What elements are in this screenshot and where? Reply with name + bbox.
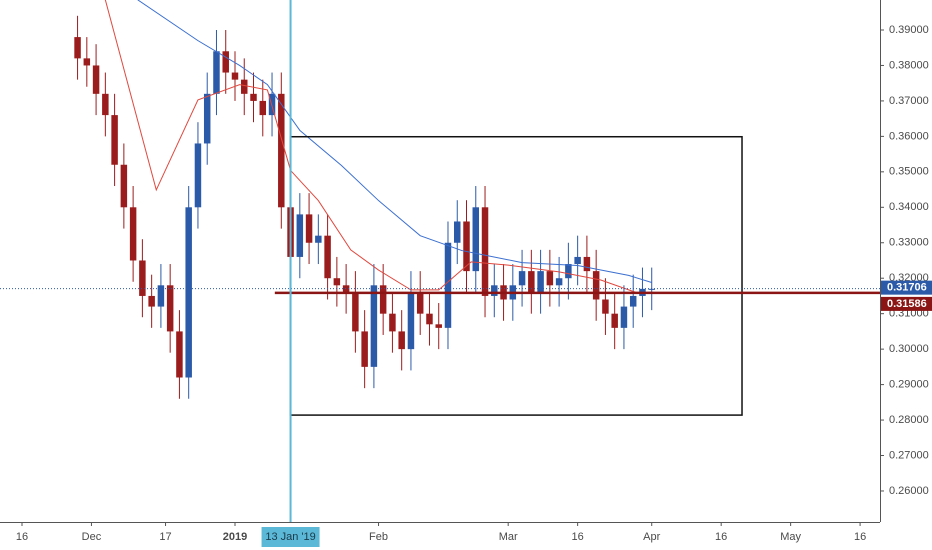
candle-body xyxy=(565,264,572,279)
candle-body xyxy=(491,285,498,296)
x-tick-label: Apr xyxy=(643,531,660,543)
price-label: 0.31586 xyxy=(887,298,927,310)
y-tick-label: 0.30000 xyxy=(889,343,929,355)
candle-body xyxy=(472,207,480,272)
candle-body xyxy=(592,271,600,300)
candle-body xyxy=(222,51,229,73)
candle-body xyxy=(166,285,174,332)
candle-body xyxy=(463,221,470,272)
x-tick-label: 16 xyxy=(715,531,727,543)
candle-body xyxy=(250,93,257,101)
x-tick-label: Mar xyxy=(499,531,518,543)
candle-body xyxy=(379,285,387,314)
candle-body xyxy=(583,256,591,272)
candle-body xyxy=(398,331,405,350)
y-tick-label: 0.33000 xyxy=(889,237,929,249)
candle-body xyxy=(481,207,489,296)
candle-body xyxy=(139,260,146,296)
x-tick-label: 16 xyxy=(854,531,866,543)
y-tick-label: 0.35000 xyxy=(889,166,929,178)
moving-average xyxy=(104,0,652,294)
candle-body xyxy=(176,331,183,378)
y-tick-label: 0.29000 xyxy=(889,379,929,391)
candle-body xyxy=(231,72,239,80)
candle-body xyxy=(203,93,211,144)
price-label-bg xyxy=(881,280,932,295)
y-tick-label: 0.28000 xyxy=(889,414,929,426)
candle-body xyxy=(324,235,331,279)
y-tick-label: 0.27000 xyxy=(889,449,929,461)
x-tick-label: Dec xyxy=(82,531,102,543)
candle-body xyxy=(454,221,461,243)
candle-body xyxy=(352,292,359,332)
x-tick-label: May xyxy=(780,531,801,543)
x-tick-label: 16 xyxy=(572,531,584,543)
x-tick-label: 2019 xyxy=(223,531,247,543)
candle-body xyxy=(444,242,452,328)
candle-body xyxy=(157,285,165,307)
candle-body xyxy=(102,93,109,116)
moving-average xyxy=(137,0,652,283)
x-tick-label: 16 xyxy=(16,531,28,543)
x-tick-label: 17 xyxy=(159,531,171,543)
candle-body xyxy=(629,295,637,307)
candle-body xyxy=(611,313,618,328)
candle-body xyxy=(333,278,341,286)
candle-body xyxy=(620,306,628,328)
candle-body xyxy=(194,143,202,208)
y-tick-label: 0.37000 xyxy=(889,95,929,107)
crosshair-label: 13 Jan '19 xyxy=(265,531,315,543)
y-tick-label: 0.39000 xyxy=(889,24,929,36)
candle-body xyxy=(361,331,368,367)
candle-body xyxy=(426,313,433,325)
candle-body xyxy=(546,271,554,286)
candle-body xyxy=(185,207,192,378)
candle-body xyxy=(574,256,581,265)
candle-body xyxy=(648,288,655,290)
candle-body xyxy=(407,292,415,350)
candle-body xyxy=(555,278,563,286)
x-tick-label: Feb xyxy=(369,531,388,543)
candle-body xyxy=(83,58,91,66)
candle-body xyxy=(537,271,544,293)
candle-body xyxy=(315,235,322,243)
plot xyxy=(0,0,880,416)
y-tick-label: 0.26000 xyxy=(889,485,929,497)
y-tick-label: 0.34000 xyxy=(889,201,929,213)
crosshair-label-bg xyxy=(261,527,320,547)
candle-body xyxy=(416,292,424,314)
candle-body xyxy=(241,79,248,94)
candle-body xyxy=(278,93,285,208)
y-tick-label: 0.36000 xyxy=(889,130,929,142)
candle-body xyxy=(342,285,350,293)
candle-body xyxy=(518,271,526,286)
candle-body xyxy=(296,214,304,257)
candle-body xyxy=(111,115,118,165)
y-tick-label: 0.38000 xyxy=(889,59,929,71)
price-label-bg xyxy=(881,296,932,311)
candle-body xyxy=(602,299,609,314)
candle-body xyxy=(305,214,313,243)
price-label: 0.31706 xyxy=(887,282,927,294)
candle-body xyxy=(120,164,128,208)
candle-body xyxy=(129,207,137,261)
candle-body xyxy=(259,100,267,116)
candle-body xyxy=(370,285,378,367)
candle-body xyxy=(92,65,100,94)
candle-body xyxy=(213,51,220,94)
candle-body xyxy=(389,313,396,332)
candle-body xyxy=(74,37,81,59)
candle-body xyxy=(148,295,155,307)
candle-body xyxy=(435,324,442,328)
candle-body xyxy=(528,271,535,293)
